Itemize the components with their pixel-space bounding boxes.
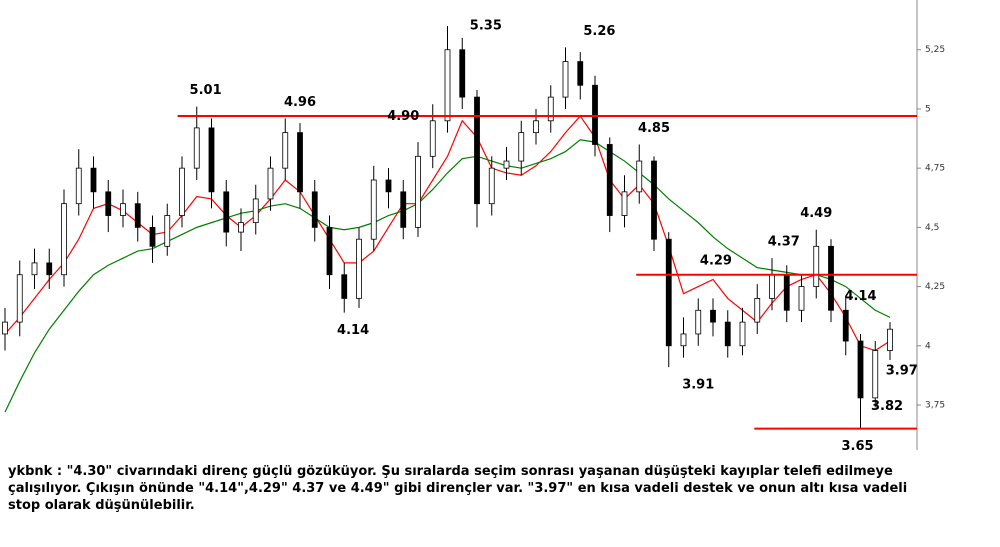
annotation: 3.97 <box>886 363 918 378</box>
annotation: 4.29 <box>700 254 732 269</box>
candle-body <box>164 215 171 247</box>
annotation: 4.96 <box>284 95 316 110</box>
candle-body <box>341 274 348 299</box>
candle-body <box>326 226 333 276</box>
candle-body <box>61 203 67 276</box>
candle-body <box>400 191 407 228</box>
y-tick-label: 4 <box>925 341 931 351</box>
annotation: 4.90 <box>387 109 419 124</box>
candle-body <box>311 191 318 228</box>
annotation: 4.14 <box>844 289 876 304</box>
candle-body <box>621 191 628 216</box>
candle-body <box>46 262 53 276</box>
chart: 3,75 4 4,25 4,5 4,75 5 5,25 5.01 4.96 4.90 5.35 5.2… <box>2 0 945 454</box>
annotation: 3.82 <box>871 399 903 414</box>
candle-body <box>179 167 185 216</box>
candle-body <box>710 309 716 323</box>
caption: ykbnk : "4.30" civarındaki direnç güçlü … <box>8 464 908 513</box>
annotation: 5.26 <box>583 24 615 39</box>
candle-body <box>577 61 584 86</box>
annotation: 4.14 <box>337 323 369 338</box>
candle-body <box>105 191 112 216</box>
candle-body <box>724 321 731 347</box>
candle-body <box>252 198 259 224</box>
candle-body <box>651 160 657 240</box>
annotation: 3.65 <box>842 439 874 454</box>
candle-body <box>90 167 97 193</box>
candle-body <box>16 274 23 323</box>
candle-body <box>842 309 849 342</box>
candle-body <box>2 321 8 335</box>
candle-body <box>518 132 525 162</box>
candle-body <box>488 167 495 205</box>
candle-body <box>297 132 303 193</box>
candle-body <box>474 96 480 205</box>
candle-body <box>695 309 702 335</box>
candle-body <box>120 203 126 216</box>
candle-body <box>562 61 569 98</box>
annotation: 5.35 <box>470 19 502 34</box>
y-tick-label: 3,75 <box>925 401 945 411</box>
candle-body <box>149 226 156 247</box>
moving-average <box>4 139 891 413</box>
candle-body <box>208 127 215 193</box>
candle-body <box>680 333 687 347</box>
candle-body <box>459 49 466 98</box>
y-tick-label: 4,5 <box>925 223 939 233</box>
candle-body <box>665 238 672 347</box>
annotation: 4.37 <box>768 235 800 250</box>
candle-body <box>223 191 230 233</box>
candle-body <box>739 321 746 347</box>
candle-body <box>592 84 598 145</box>
candle-body <box>193 127 200 169</box>
candle-body <box>533 120 539 134</box>
candle-body <box>503 160 510 169</box>
candle-body <box>769 274 775 299</box>
candle-body <box>429 120 436 157</box>
candle-body <box>385 179 392 193</box>
candle-body <box>813 245 820 287</box>
candle-body <box>134 203 141 228</box>
candle-body <box>887 328 893 351</box>
annotation: 3.91 <box>682 378 714 393</box>
candle-body <box>547 96 554 122</box>
candle-body <box>754 298 761 323</box>
y-tick-label: 5,25 <box>925 45 945 55</box>
candle-body <box>75 167 82 205</box>
candle-body <box>282 132 289 169</box>
y-tick-label: 4,25 <box>925 282 945 292</box>
candle-body <box>444 49 451 122</box>
candle-body <box>606 144 613 216</box>
candle-body <box>872 350 879 399</box>
candle-body <box>798 286 805 311</box>
annotation: 5.01 <box>190 83 222 98</box>
candle-body <box>857 340 864 399</box>
candle-body <box>356 238 362 299</box>
y-tick-label: 5 <box>925 104 931 114</box>
annotation: 4.49 <box>800 206 832 221</box>
candle-body <box>370 179 377 240</box>
candle-body <box>415 155 421 228</box>
candle-body <box>783 274 790 311</box>
annotation: 4.85 <box>638 121 670 136</box>
y-tick-label: 4,75 <box>925 164 945 174</box>
candle-body <box>238 222 244 233</box>
candle-body <box>267 167 274 200</box>
candle-body <box>31 262 38 276</box>
candle-body <box>636 160 643 193</box>
candle-body <box>828 245 834 311</box>
